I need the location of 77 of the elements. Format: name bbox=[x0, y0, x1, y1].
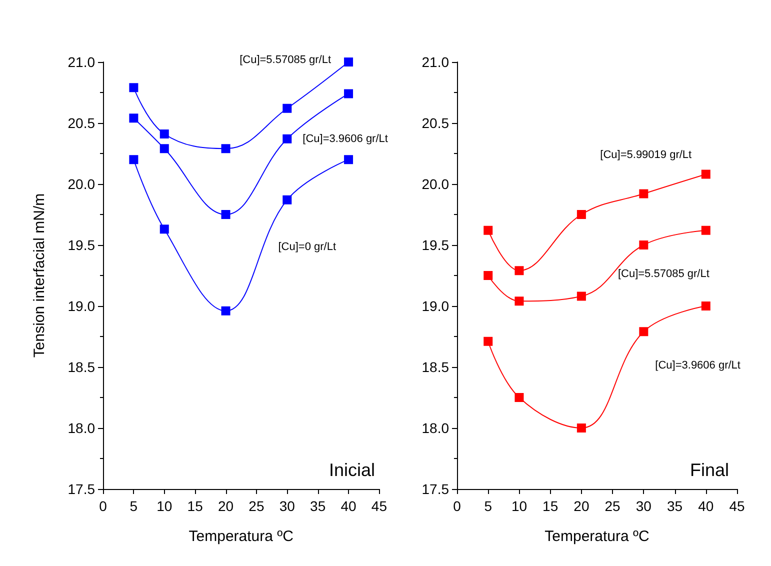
y-tick-label: 20.0 bbox=[422, 176, 450, 192]
y-tick-label: 17.5 bbox=[68, 481, 96, 497]
series-label: [Cu]=3.9606 gr/Lt bbox=[302, 132, 388, 145]
series-label: [Cu]=5.99019 gr/Lt bbox=[600, 149, 692, 162]
text: [Cu]=3.9606 gr/Lt bbox=[655, 360, 740, 372]
point bbox=[282, 195, 292, 204]
point bbox=[221, 210, 230, 219]
x-axis-title: Temperatura ºC bbox=[188, 528, 294, 545]
x-tick-label: 5 bbox=[130, 498, 138, 514]
point bbox=[484, 336, 493, 346]
y-tick-label: 20.5 bbox=[422, 115, 450, 131]
y-tick-label: 20.0 bbox=[68, 176, 96, 192]
point bbox=[221, 306, 230, 316]
point bbox=[701, 226, 710, 235]
y-tick-label: 19.5 bbox=[68, 237, 96, 253]
y-axis-title: Tension interfacial mN/m bbox=[31, 193, 48, 358]
x-tick-label: 5 bbox=[484, 498, 492, 514]
point bbox=[282, 134, 292, 144]
point bbox=[221, 144, 230, 154]
point bbox=[639, 189, 648, 198]
point bbox=[639, 327, 648, 336]
x-tick-label: 20 bbox=[218, 498, 234, 514]
y-tick-label: 20.5 bbox=[68, 115, 96, 131]
series-label: [Cu]=0 gr/Lt bbox=[278, 240, 336, 253]
point bbox=[129, 114, 138, 123]
point bbox=[701, 170, 710, 179]
annotation: Final bbox=[690, 460, 729, 480]
y-tick-label: 19.0 bbox=[68, 298, 96, 314]
y-tick-label: 19.5 bbox=[422, 237, 450, 253]
x-tick-label: 35 bbox=[310, 498, 326, 514]
point bbox=[344, 89, 354, 98]
x-tick-label: 30 bbox=[636, 498, 652, 514]
point bbox=[129, 155, 138, 164]
y-tick-label: 18.0 bbox=[422, 420, 450, 436]
x-tick-label: 10 bbox=[156, 498, 172, 514]
point bbox=[576, 210, 586, 219]
x-tick-label: 15 bbox=[542, 498, 558, 514]
y-tick-label: 18.5 bbox=[422, 359, 450, 375]
x-axis-title: Temperatura ºC bbox=[544, 528, 650, 545]
x-tick-label: 0 bbox=[99, 498, 108, 514]
x-tick-label: 45 bbox=[371, 498, 388, 514]
y-tick-label: 17.5 bbox=[422, 481, 450, 497]
point bbox=[639, 240, 648, 250]
point bbox=[282, 104, 292, 113]
x-tick-label: 45 bbox=[729, 498, 745, 514]
x-tick-label: 20 bbox=[574, 498, 590, 514]
y-tick-label: 18.0 bbox=[68, 420, 96, 436]
y-tick-label: 19.0 bbox=[422, 298, 450, 314]
point bbox=[160, 144, 169, 154]
annotation: Inicial bbox=[328, 460, 376, 480]
point bbox=[514, 266, 524, 276]
x-tick-label: 15 bbox=[187, 498, 204, 514]
x-tick-label: 30 bbox=[279, 498, 296, 514]
point bbox=[160, 224, 169, 234]
point bbox=[344, 155, 354, 164]
x-tick-label: 35 bbox=[666, 498, 683, 514]
x-tick-label: 10 bbox=[511, 498, 528, 514]
y-tick-label: 21.0 bbox=[422, 54, 450, 70]
x-tick-label: 25 bbox=[248, 498, 264, 514]
x-tick-label: 40 bbox=[340, 498, 357, 514]
series-label: [Cu]=5.57085 gr/Lt bbox=[618, 268, 710, 280]
point bbox=[576, 292, 586, 301]
point bbox=[701, 302, 710, 310]
x-tick-label: 25 bbox=[604, 498, 621, 514]
point bbox=[160, 129, 169, 138]
point bbox=[484, 226, 493, 235]
x-tick-label: 40 bbox=[698, 498, 714, 514]
point bbox=[484, 271, 493, 280]
point bbox=[576, 424, 586, 432]
point bbox=[129, 83, 138, 92]
series-label: [Cu]=5.57085 gr/Lt bbox=[240, 54, 332, 66]
y-tick-label: 18.5 bbox=[68, 359, 96, 375]
y-tick-label: 21.0 bbox=[68, 54, 96, 70]
point bbox=[514, 296, 524, 306]
x-tick-label: 0 bbox=[453, 498, 462, 514]
point bbox=[344, 58, 354, 66]
point bbox=[514, 393, 524, 402]
